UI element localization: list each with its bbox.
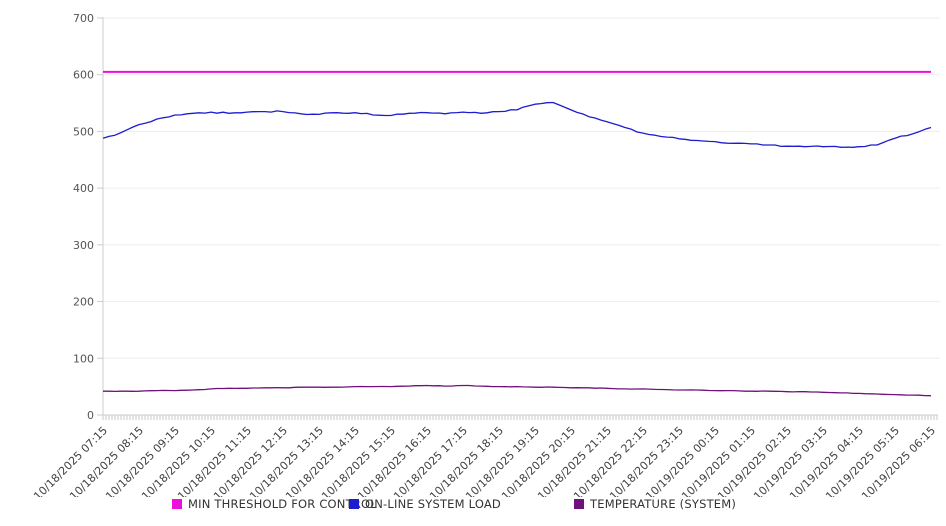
legend-label: TEMPERATURE (SYSTEM): [590, 497, 737, 511]
legend-item-min-threshold-for-control[interactable]: MIN THRESHOLD FOR CONTROL: [172, 497, 377, 511]
svg-text:700: 700: [73, 12, 94, 25]
svg-text:100: 100: [73, 352, 94, 365]
legend-item-online-system-load[interactable]: ON-LINE SYSTEM LOAD: [349, 497, 501, 511]
legend-label: MIN THRESHOLD FOR CONTROL: [188, 497, 377, 511]
chart-legend: MIN THRESHOLD FOR CONTROL ON-LINE SYSTEM…: [0, 497, 946, 517]
svg-text:500: 500: [73, 125, 94, 138]
legend-item-temperature-system[interactable]: TEMPERATURE (SYSTEM): [574, 497, 736, 511]
legend-color-swatch: [349, 499, 359, 509]
svg-text:200: 200: [73, 296, 94, 309]
svg-text:10/18/2025 07:15: 10/18/2025 07:15: [31, 424, 110, 497]
legend-label: ON-LINE SYSTEM LOAD: [365, 497, 501, 511]
svg-text:0: 0: [87, 409, 94, 422]
svg-text:300: 300: [73, 239, 94, 252]
svg-text:600: 600: [73, 69, 94, 82]
legend-color-swatch: [172, 499, 182, 509]
svg-text:400: 400: [73, 182, 94, 195]
legend-color-swatch: [574, 499, 584, 509]
